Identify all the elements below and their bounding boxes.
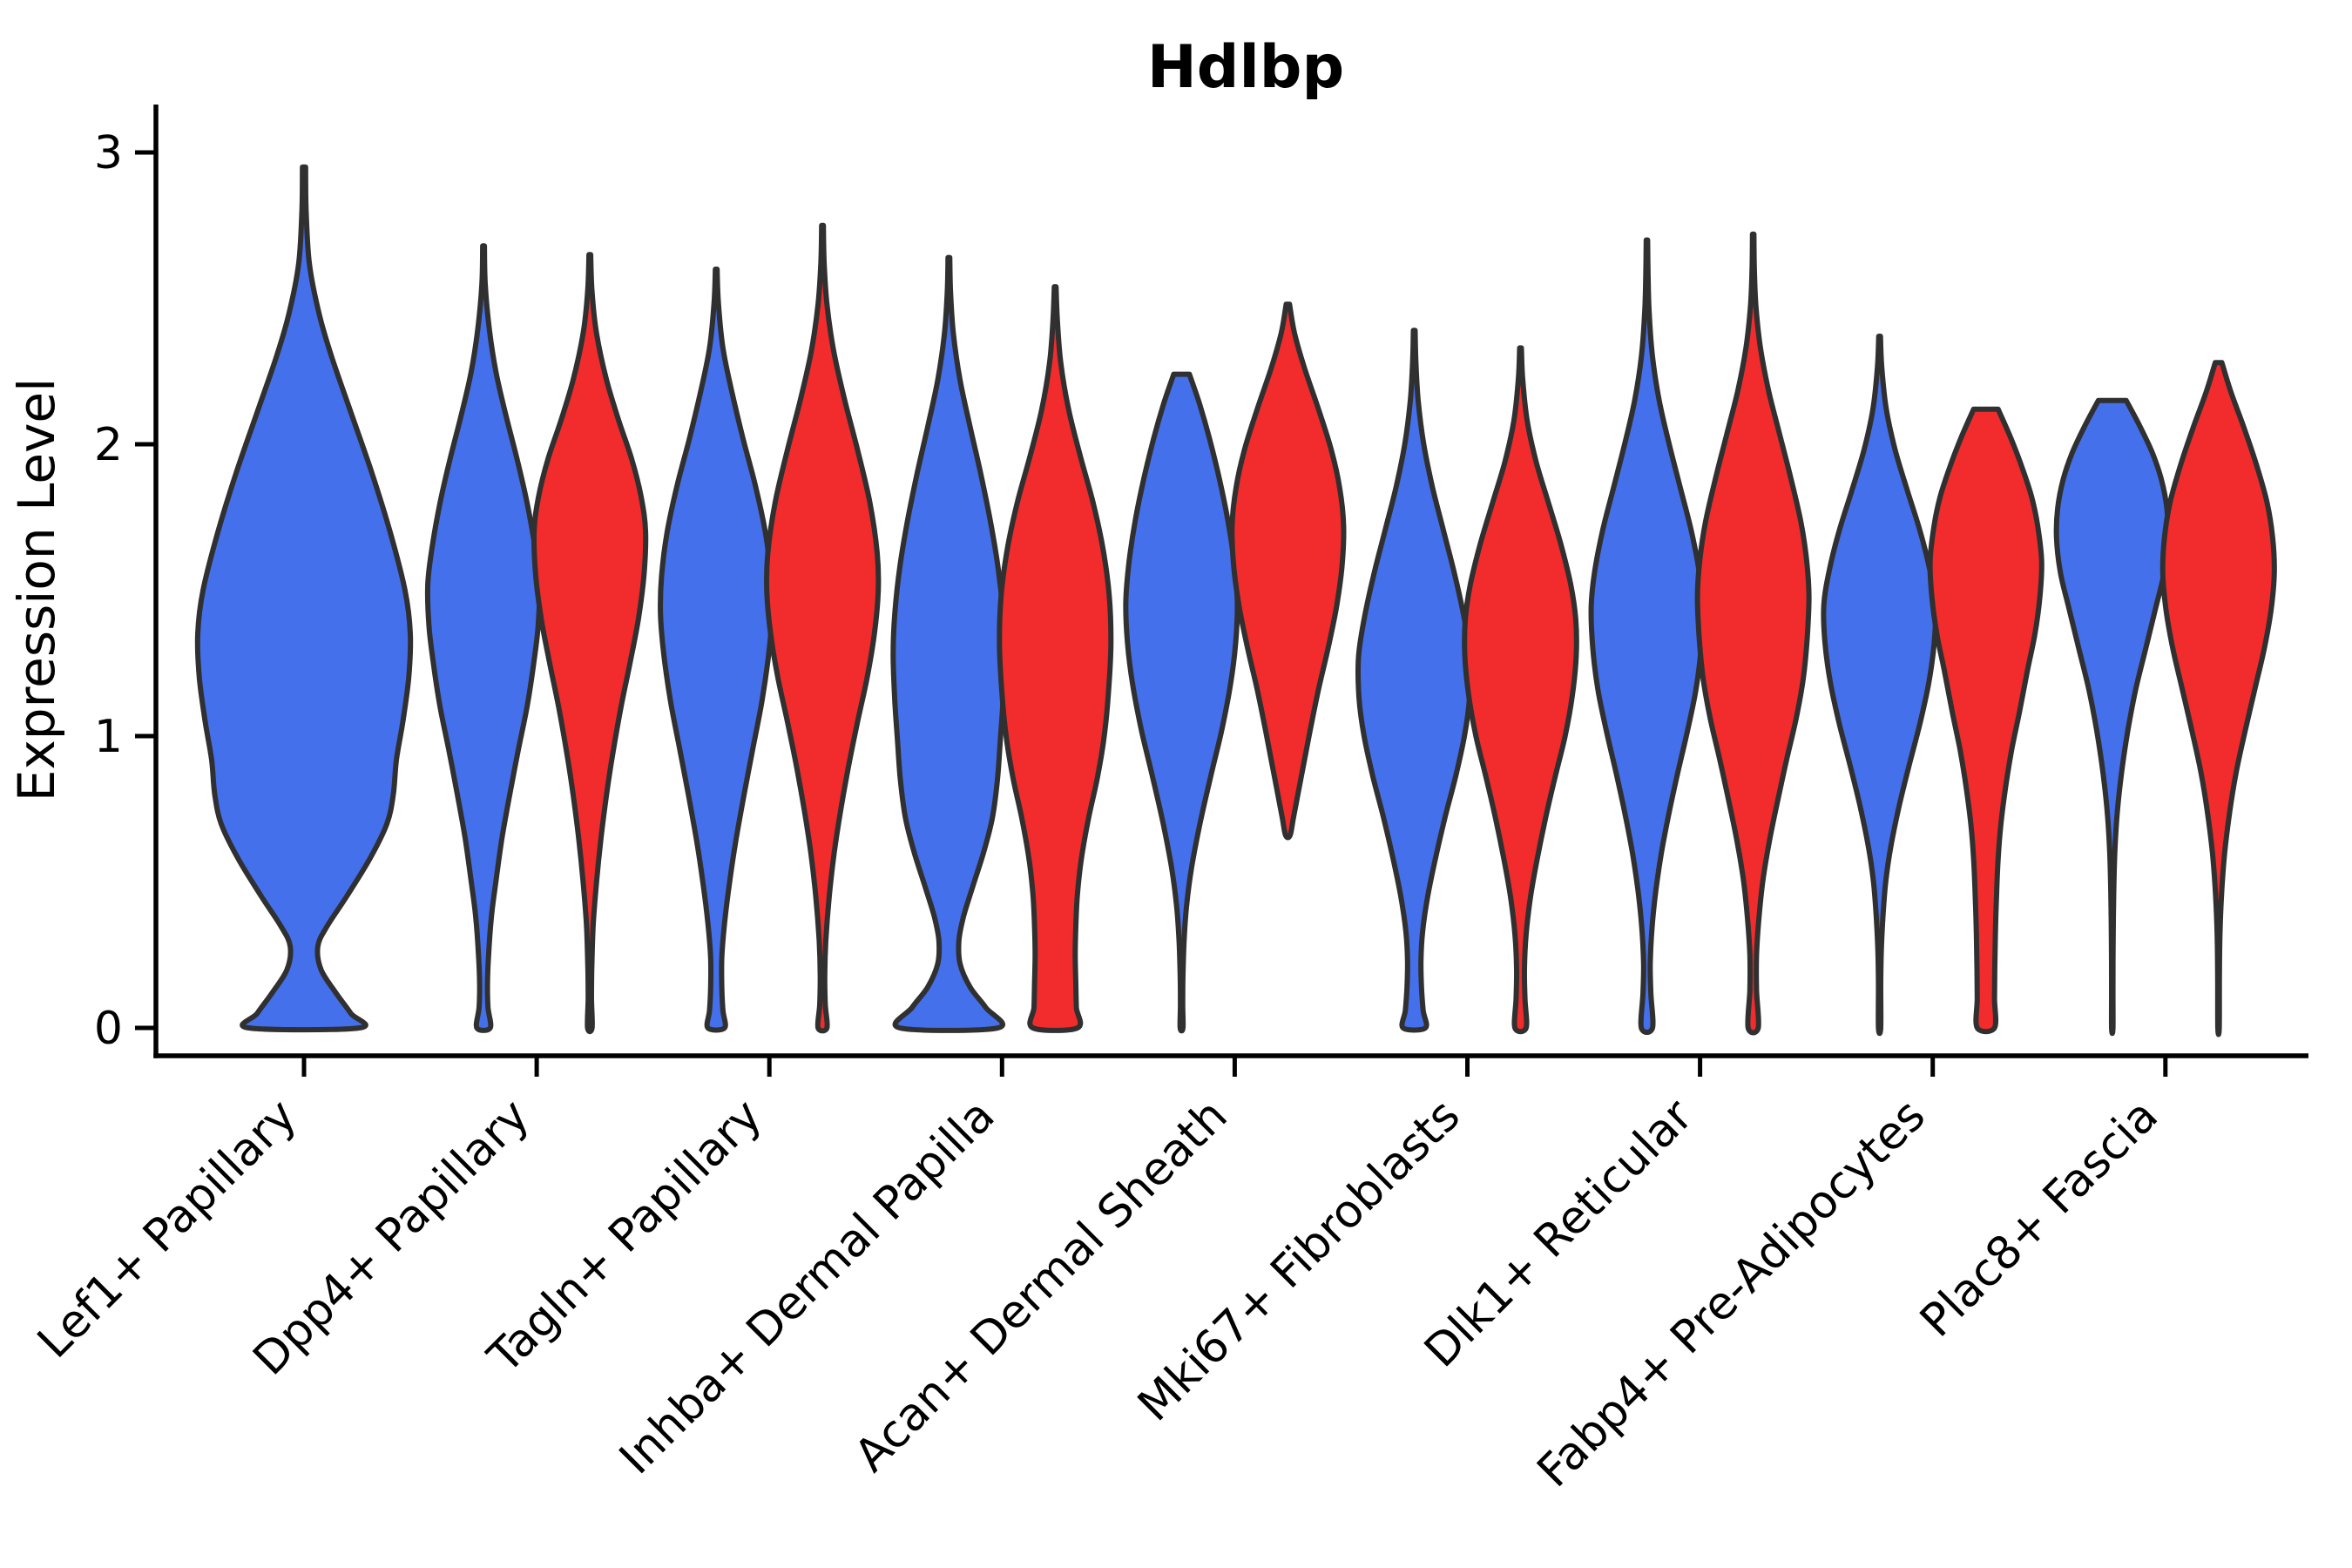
violins-layer <box>194 164 2277 1037</box>
y-tick-label: 1 <box>94 711 123 763</box>
y-tick-label: 3 <box>94 127 123 179</box>
violin-plac8-fascia-group-b <box>2159 360 2277 1037</box>
violin-tagln-papillary-group-a <box>658 267 775 1033</box>
x-tick-label-acan-dermal-sheath: Acan+ Dermal Sheath <box>845 1090 1238 1483</box>
x-tick-label-fabp4-pre-adipocytes: Fabp4+ Pre-Adipocytes <box>1528 1090 1936 1497</box>
x-tick-label-inhba-dermal-papilla: Inhba+ Dermal Papilla <box>610 1090 1004 1484</box>
axes-layer <box>153 105 2308 1058</box>
violin-dpp4-papillary-group-a <box>424 243 543 1033</box>
y-tick-label: 2 <box>94 419 123 471</box>
chart-title: Hdlbp <box>1147 33 1344 102</box>
violin-tagln-papillary-group-b <box>763 222 882 1034</box>
violin-acan-dermal-sheath-group-a <box>1123 371 1240 1034</box>
violin-dlk1-reticular-group-b <box>1694 231 1812 1036</box>
violin-mki67-fibroblasts-group-b <box>1462 345 1579 1035</box>
violin-inhba-dermal-papilla-group-a <box>890 254 1008 1033</box>
violin-dpp4-papillary-group-b <box>531 252 649 1035</box>
x-tick-label-plac8-fascia: Plac8+ Fascia <box>1910 1090 2168 1348</box>
violin-plac8-fascia-group-a <box>2053 397 2171 1037</box>
violin-acan-dermal-sheath-group-b <box>1229 301 1347 841</box>
violin-lef1-papillary-group-a <box>194 164 414 1033</box>
violin-fabp4-pre-adipocytes-group-a <box>1821 334 1939 1037</box>
violin-mki67-fibroblasts-group-a <box>1355 328 1474 1033</box>
violin-inhba-dermal-papilla-group-b <box>997 284 1114 1033</box>
y-axis-label: Expression Level <box>7 378 66 801</box>
violin-fabp4-pre-adipocytes-group-b <box>1927 406 2044 1035</box>
y-tick-label: 0 <box>94 1003 123 1055</box>
violin-dlk1-reticular-group-a <box>1588 237 1706 1035</box>
